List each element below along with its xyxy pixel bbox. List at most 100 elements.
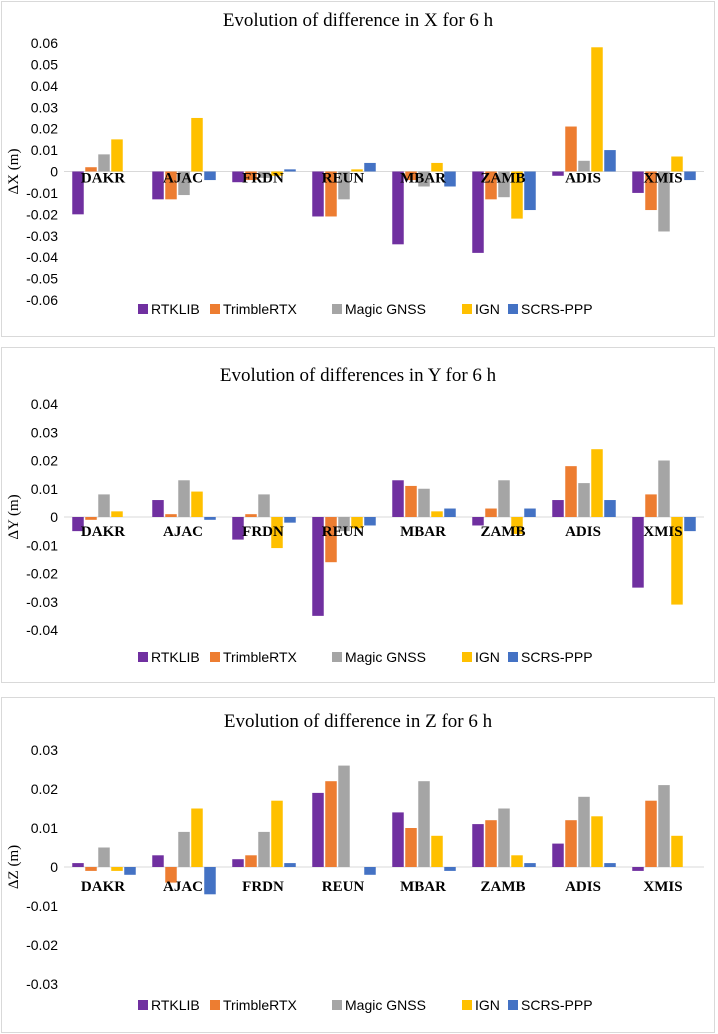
bar-reun-rtklib: [312, 171, 324, 217]
bar-frdn-scrs-ppp: [284, 517, 296, 523]
y-tick-label: 0.01: [31, 481, 58, 497]
bar-reun-ign: [351, 517, 363, 529]
bar-adis-trimblertx: [565, 820, 577, 867]
bar-mbar-scrs-ppp: [444, 171, 456, 187]
bar-dakr-trimblertx: [85, 167, 97, 172]
bar-mbar-magic-gnss: [418, 171, 430, 187]
category-label: MBAR: [400, 171, 446, 187]
legend-swatch-rtklib: [138, 652, 148, 662]
legend-label: Magic GNSS: [345, 301, 426, 317]
bar-xmis-trimblertx: [645, 171, 657, 211]
y-tick-label: -0.02: [26, 566, 58, 582]
bar-reun-trimblertx: [325, 517, 337, 563]
bar-dakr-ign: [111, 139, 123, 172]
legend-label: Magic GNSS: [345, 997, 426, 1013]
y-tick-label: 0.06: [31, 35, 58, 51]
bar-frdn-magic-gnss: [258, 171, 270, 178]
legend-swatch-ign: [462, 1000, 472, 1010]
bar-dakr-rtklib: [72, 517, 84, 532]
bar-reun-magic-gnss: [338, 171, 350, 200]
y-tick-label: -0.03: [26, 228, 58, 244]
chart-title: Evolution of difference in Z for 6 h: [224, 711, 493, 732]
bar-ajac-rtklib: [152, 500, 164, 517]
bar-frdn-trimblertx: [245, 171, 257, 181]
bar-xmis-scrs-ppp: [684, 517, 696, 532]
y-tick-label: -0.04: [26, 249, 58, 265]
legend-label: IGN: [475, 301, 500, 317]
category-label: AJAC: [163, 171, 203, 187]
category-label: ZAMB: [481, 524, 526, 540]
chart-panel-y: Evolution of differences in Y for 6 h ΔY …: [1, 347, 715, 683]
chart-title: Evolution of difference in X for 6 h: [223, 10, 494, 31]
bar-reun-rtklib: [312, 792, 324, 867]
category-label: FRDN: [242, 879, 284, 895]
category-label: XMIS: [643, 879, 682, 895]
y-tick-label: 0.03: [31, 742, 58, 758]
bar-reun-magic-gnss: [338, 765, 350, 867]
category-label: MBAR: [400, 879, 446, 895]
category-label: ZAMB: [481, 171, 526, 187]
legend-swatch-rtklib: [138, 1000, 148, 1010]
category-label: FRDN: [242, 171, 284, 187]
y-tick-label: 0: [50, 509, 58, 525]
bar-xmis-rtklib: [632, 867, 644, 871]
y-tick-label: -0.04: [26, 622, 58, 638]
legend-label: SCRS-PPP: [521, 301, 593, 317]
y-tick-label: 0.05: [31, 56, 58, 72]
chart-y: Evolution of differences in Y for 6 h ΔY …: [6, 365, 704, 665]
bar-adis-magic-gnss: [578, 796, 590, 867]
y-tick-label: 0.04: [31, 396, 58, 412]
bar-ajac-ign: [191, 808, 203, 867]
bar-ajac-trimblertx: [165, 867, 177, 883]
bar-frdn-rtklib: [232, 859, 244, 867]
bar-adis-trimblertx: [565, 126, 577, 172]
category-label: REUN: [322, 171, 365, 187]
bar-dakr-rtklib: [72, 171, 84, 215]
bar-adis-rtklib: [552, 843, 564, 867]
bar-zamb-scrs-ppp: [524, 508, 536, 517]
y-tick-label: -0.03: [26, 594, 58, 610]
bar-xmis-magic-gnss: [658, 171, 670, 232]
bar-adis-magic-gnss: [578, 483, 590, 517]
bar-frdn-scrs-ppp: [284, 863, 296, 867]
y-tick-label: 0.04: [31, 78, 58, 94]
y-axis-label: ΔY (m): [6, 494, 22, 539]
bar-ajac-ign: [191, 491, 203, 517]
bar-xmis-trimblertx: [645, 800, 657, 867]
chart-z: Evolution of difference in Z for 6 h ΔZ (…: [6, 711, 704, 1013]
y-tick-label: -0.05: [26, 271, 58, 287]
category-label: FRDN: [242, 524, 284, 540]
category-label: DAKR: [81, 171, 125, 187]
bar-xmis-trimblertx: [645, 494, 657, 517]
bar-xmis-magic-gnss: [658, 785, 670, 867]
bar-mbar-trimblertx: [405, 485, 417, 517]
y-tick-label: 0.03: [31, 424, 58, 440]
bar-adis-magic-gnss: [578, 160, 590, 172]
legend-label: SCRS-PPP: [521, 649, 593, 665]
bar-adis-scrs-ppp: [604, 150, 616, 172]
bar-mbar-ign: [431, 835, 443, 867]
category-label: ZAMB: [481, 879, 526, 895]
bar-reun-trimblertx: [325, 781, 337, 867]
chart-panel-x: Evolution of difference in X for 6 h ΔX (…: [1, 1, 715, 337]
bar-zamb-rtklib: [472, 171, 484, 253]
bar-zamb-magic-gnss: [498, 808, 510, 867]
bar-mbar-rtklib: [392, 171, 404, 245]
bar-xmis-ign: [671, 835, 683, 867]
bar-zamb-magic-gnss: [498, 480, 510, 517]
category-label: ADIS: [565, 524, 601, 540]
legend-swatch-rtklib: [138, 304, 148, 314]
chart-title: Evolution of differences in Y for 6 h: [220, 365, 497, 386]
category-label: DAKR: [81, 879, 125, 895]
legend-swatch-scrs-ppp: [508, 1000, 518, 1010]
bar-reun-trimblertx: [325, 171, 337, 217]
category-label: ADIS: [565, 171, 601, 187]
bar-mbar-magic-gnss: [418, 488, 430, 517]
category-label: XMIS: [643, 524, 682, 540]
y-tick-label: 0.03: [31, 99, 58, 115]
bar-frdn-ign: [271, 800, 283, 867]
bar-adis-scrs-ppp: [604, 500, 616, 517]
legend-label: RTKLIB: [151, 649, 200, 665]
y-axis-label: ΔX (m): [6, 149, 22, 195]
category-label: XMIS: [643, 171, 682, 187]
